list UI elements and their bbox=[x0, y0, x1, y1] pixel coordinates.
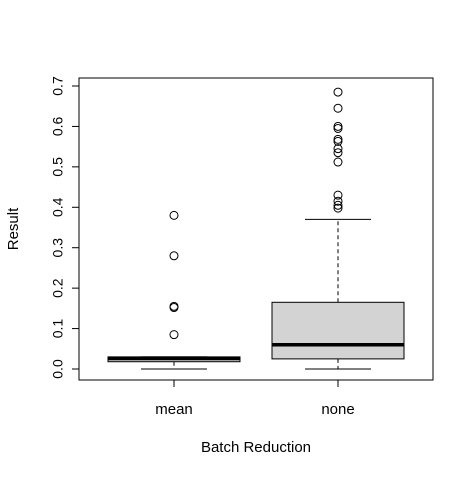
y-tick-label: 0.5 bbox=[50, 157, 66, 177]
outlier-point bbox=[169, 330, 179, 340]
outlier-point bbox=[333, 148, 343, 158]
outlier-point bbox=[333, 136, 343, 146]
y-tick-label: 0.7 bbox=[50, 76, 66, 96]
outlier-point bbox=[169, 251, 179, 261]
outlier-point bbox=[333, 103, 343, 113]
y-tick-label: 0.4 bbox=[50, 197, 66, 217]
outlier-point bbox=[333, 144, 343, 154]
outlier-point bbox=[333, 190, 343, 200]
y-tick-label: 0.1 bbox=[50, 319, 66, 339]
outlier-point bbox=[333, 196, 343, 206]
x-axis-title: Batch Reduction bbox=[201, 439, 311, 456]
y-tick-label: 0.0 bbox=[50, 359, 66, 379]
outlier-point bbox=[333, 87, 343, 97]
x-category-label: none bbox=[321, 401, 354, 418]
outlier-point bbox=[169, 210, 179, 220]
y-axis-title: Result bbox=[5, 207, 22, 250]
outlier-point bbox=[333, 123, 343, 133]
outlier-point bbox=[333, 203, 343, 213]
y-tick-label: 0.2 bbox=[50, 278, 66, 298]
plot-layer: 0.0 0.1 0.2 0.3 0.4 0.5 0.6 0.7 mean none bbox=[50, 76, 434, 418]
y-tick-label: 0.3 bbox=[50, 238, 66, 258]
box-iqr bbox=[271, 301, 405, 360]
outlier-point bbox=[333, 157, 343, 167]
outlier-point bbox=[169, 303, 179, 313]
y-tick-label: 0.6 bbox=[50, 116, 66, 136]
outlier-point bbox=[333, 200, 343, 210]
x-category-label: mean bbox=[155, 401, 193, 418]
